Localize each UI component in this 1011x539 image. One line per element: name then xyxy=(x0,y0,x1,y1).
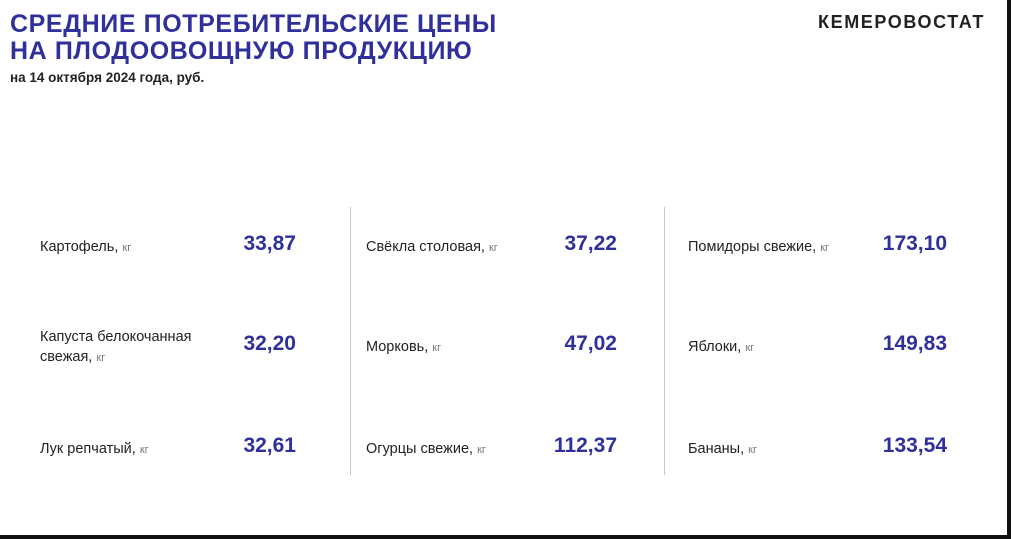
price-item: Бананы, кг xyxy=(688,419,857,479)
product-label: Картофель, кг xyxy=(40,237,131,258)
product-price: 47,02 xyxy=(564,332,617,355)
product-name: Помидоры свежие, xyxy=(688,238,817,255)
product-label: Свёкла столовая, кг xyxy=(366,237,498,258)
product-name: Свёкла столовая, xyxy=(366,238,485,255)
price-item: Лук репчатый, кг xyxy=(40,419,206,479)
product-unit: кг xyxy=(748,443,757,456)
product-price: 33,87 xyxy=(243,232,296,255)
price-item: Помидоры свежие, кг xyxy=(688,217,857,277)
product-unit: кг xyxy=(96,351,106,364)
product-label: Лук репчатый, кг xyxy=(40,439,149,460)
product-price: 149,83 xyxy=(882,332,947,355)
product-unit: кг xyxy=(122,241,132,254)
title-line-2: НА ПЛОДООВОЩНУЮ ПРОДУКЦИЮ xyxy=(10,37,473,65)
product-unit: кг xyxy=(745,341,755,354)
product-name: Лук репчатый, xyxy=(40,440,136,457)
column-divider xyxy=(664,207,665,475)
product-label: Капуста белокочанная свежая, кг xyxy=(40,327,206,368)
product-price: 32,61 xyxy=(243,434,296,457)
product-name: Капуста белокочанная свежая, xyxy=(40,328,192,365)
product-label: Яблоки, кг xyxy=(688,337,754,358)
product-name: Огурцы свежие, xyxy=(366,440,474,457)
product-price: 173,10 xyxy=(882,232,947,255)
title-line-1: СРЕДНИЕ ПОТРЕБИТЕЛЬСКИЕ ЦЕНЫ xyxy=(10,10,497,38)
brand-logo: КЕМЕРОВОСТАТ xyxy=(818,12,986,32)
price-item: Яблоки, кг xyxy=(688,317,857,377)
price-item: Огурцы свежие, кг xyxy=(366,419,527,479)
product-name: Яблоки, xyxy=(688,338,742,355)
page-subtitle: на 14 октября 2024 года, руб. xyxy=(10,70,205,85)
column-divider xyxy=(350,207,351,475)
product-price: 112,37 xyxy=(553,434,617,457)
product-name: Картофель, xyxy=(40,238,119,255)
price-item: Картофель, кг xyxy=(40,217,206,277)
price-item: Свёкла столовая, кг xyxy=(366,217,527,277)
product-unit: кг xyxy=(432,341,442,354)
product-label: Огурцы свежие, кг xyxy=(366,439,486,460)
product-label: Бананы, кг xyxy=(688,439,757,460)
product-unit: кг xyxy=(488,241,498,254)
product-label: Морковь, кг xyxy=(366,337,441,358)
product-unit: кг xyxy=(820,241,830,254)
product-name: Бананы, xyxy=(688,440,745,457)
product-price: 37,22 xyxy=(564,232,617,255)
product-unit: кг xyxy=(139,443,149,456)
product-label: Помидоры свежие, кг xyxy=(688,237,829,258)
product-price: 133,54 xyxy=(882,434,947,457)
price-item: Морковь, кг xyxy=(366,317,527,377)
page-title: СРЕДНИЕ ПОТРЕБИТЕЛЬСКИЕ ЦЕНЫ НА ПЛОДООВО… xyxy=(10,11,497,65)
product-price: 32,20 xyxy=(243,332,296,355)
product-name: Морковь, xyxy=(366,338,429,355)
product-unit: кг xyxy=(477,443,486,456)
price-item: Капуста белокочанная свежая, кг xyxy=(40,317,206,377)
